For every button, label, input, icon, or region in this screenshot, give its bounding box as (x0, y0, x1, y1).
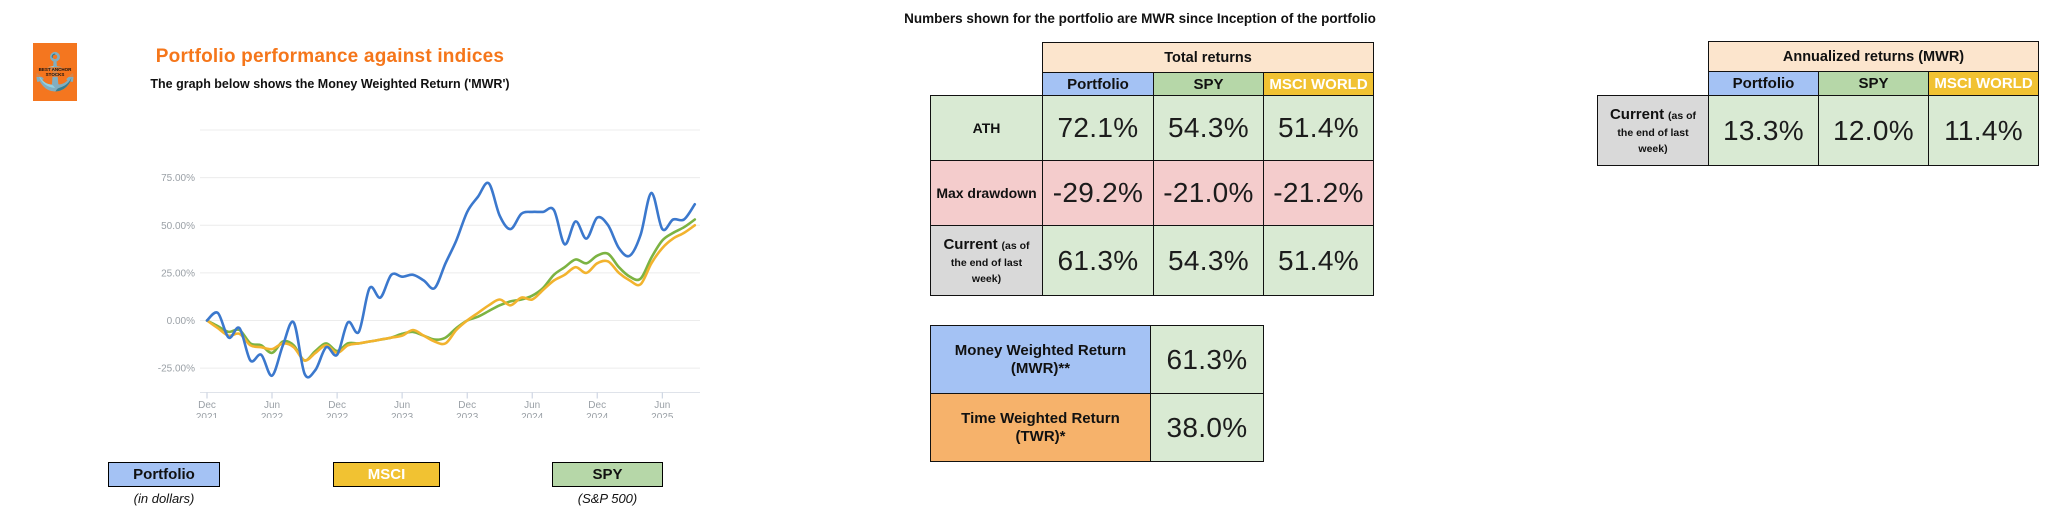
annualized-table-corner (1597, 41, 1709, 96)
annualized-returns-table: Annualized returns (MWR) Portfolio SPY M… (1597, 41, 2039, 166)
series-msci-line (205, 224, 697, 362)
svg-text:2022: 2022 (326, 412, 349, 418)
current-spy-value: 54.3% (1153, 225, 1264, 296)
legend-msci: MSCI (333, 462, 440, 487)
svg-text:Jun: Jun (394, 400, 410, 411)
row-label-max-drawdown: Max drawdown (930, 160, 1043, 226)
series-portfolio-line (205, 181, 697, 379)
table-row: Current (as of the end of last week) 13.… (1597, 95, 2039, 166)
svg-text:2024: 2024 (521, 412, 544, 418)
twr-label: Time Weighted Return (TWR)* (930, 393, 1151, 462)
total-col-spy: SPY (1153, 72, 1264, 96)
ann-current-portfolio-value: 13.3% (1708, 95, 1819, 166)
annualized-returns-header: Annualized returns (MWR) (1708, 41, 2039, 72)
current-portfolio-value: 61.3% (1042, 225, 1154, 296)
page-note: Numbers shown for the portfolio are MWR … (904, 11, 1376, 26)
svg-text:2023: 2023 (456, 412, 479, 418)
ann-col-msci-world: MSCI WORLD (1928, 71, 2039, 96)
mwr-value: 61.3% (1150, 325, 1264, 394)
table-row: Time Weighted Return (TWR)* 38.0% (930, 393, 1264, 462)
total-returns-header: Total returns (1042, 42, 1374, 73)
table-row: Money Weighted Return (MWR)** 61.3% (930, 325, 1264, 394)
svg-text:25.00%: 25.00% (161, 268, 195, 279)
ann-row-label-current: Current (as of the end of last week) (1597, 95, 1709, 166)
ann-current-label-suffix: (as of the end of last week) (1617, 109, 1697, 156)
legend-portfolio-label: Portfolio (133, 466, 195, 483)
legend-msci-label: MSCI (367, 466, 406, 483)
svg-text:Jun: Jun (654, 400, 670, 411)
svg-text:2023: 2023 (391, 412, 414, 418)
performance-chart: 75.00%50.00%25.00%0.00%-25.00%Dec2021Jun… (158, 129, 700, 418)
ann-current-label: Current (1609, 105, 1665, 123)
ath-msci-value: 51.4% (1263, 95, 1374, 161)
twr-value: 38.0% (1150, 393, 1264, 462)
svg-text:50.00%: 50.00% (161, 221, 195, 232)
chart-subtitle: The graph below shows the Money Weighted… (150, 77, 510, 91)
total-col-portfolio: Portfolio (1042, 72, 1154, 96)
svg-text:-25.00%: -25.00% (158, 364, 195, 375)
ath-portfolio-value: 72.1% (1042, 95, 1154, 161)
svg-text:Jun: Jun (264, 400, 280, 411)
current-label-suffix: (as of the end of last week) (950, 239, 1030, 286)
svg-text:2022: 2022 (261, 412, 284, 418)
svg-text:75.00%: 75.00% (161, 173, 195, 184)
legend-spy-caption: (S&P 500) (577, 491, 638, 506)
brand-logo: ⚓ BEST ANCHOR STOCKS (33, 43, 77, 101)
svg-text:2024: 2024 (586, 412, 609, 418)
current-label: Current (943, 235, 998, 253)
svg-text:Dec: Dec (588, 400, 606, 411)
legend-portfolio: Portfolio (108, 462, 220, 487)
weighted-return-table: Money Weighted Return (MWR)** 61.3% Time… (930, 325, 1264, 462)
svg-text:Jun: Jun (524, 400, 540, 411)
series-spy-line (205, 218, 697, 362)
svg-text:Dec: Dec (198, 400, 216, 411)
ann-current-msci-value: 11.4% (1928, 95, 2039, 166)
current-msci-value: 51.4% (1263, 225, 1374, 296)
svg-text:Dec: Dec (328, 400, 346, 411)
total-table-corner (930, 42, 1043, 96)
table-row: Current (as of the end of last week) 61.… (930, 225, 1374, 296)
ann-current-spy-value: 12.0% (1818, 95, 1929, 166)
svg-text:2025: 2025 (651, 412, 674, 418)
ann-col-portfolio: Portfolio (1708, 71, 1819, 96)
table-row: ATH 72.1% 54.3% 51.4% (930, 95, 1374, 161)
ann-col-spy: SPY (1818, 71, 1929, 96)
legend-spy-label: SPY (592, 466, 623, 483)
drawdown-spy-value: -21.0% (1153, 160, 1264, 226)
ath-spy-value: 54.3% (1153, 95, 1264, 161)
svg-text:2021: 2021 (196, 412, 219, 418)
legend-portfolio-caption: (in dollars) (133, 491, 195, 506)
row-label-current: Current (as of the end of last week) (930, 225, 1043, 296)
chart-title: Portfolio performance against indices (155, 46, 505, 67)
drawdown-portfolio-value: -29.2% (1042, 160, 1154, 226)
svg-text:Dec: Dec (458, 400, 476, 411)
table-row: Max drawdown -29.2% -21.0% -21.2% (930, 160, 1374, 226)
total-col-msci-world: MSCI WORLD (1263, 72, 1374, 96)
svg-text:0.00%: 0.00% (167, 316, 195, 327)
legend-spy: SPY (552, 462, 663, 487)
drawdown-msci-value: -21.2% (1263, 160, 1374, 226)
row-label-ath: ATH (930, 95, 1043, 161)
brand-name: BEST ANCHOR STOCKS (33, 67, 77, 77)
mwr-label: Money Weighted Return (MWR)** (930, 325, 1151, 394)
total-returns-table: Total returns Portfolio SPY MSCI WORLD A… (930, 42, 1374, 296)
